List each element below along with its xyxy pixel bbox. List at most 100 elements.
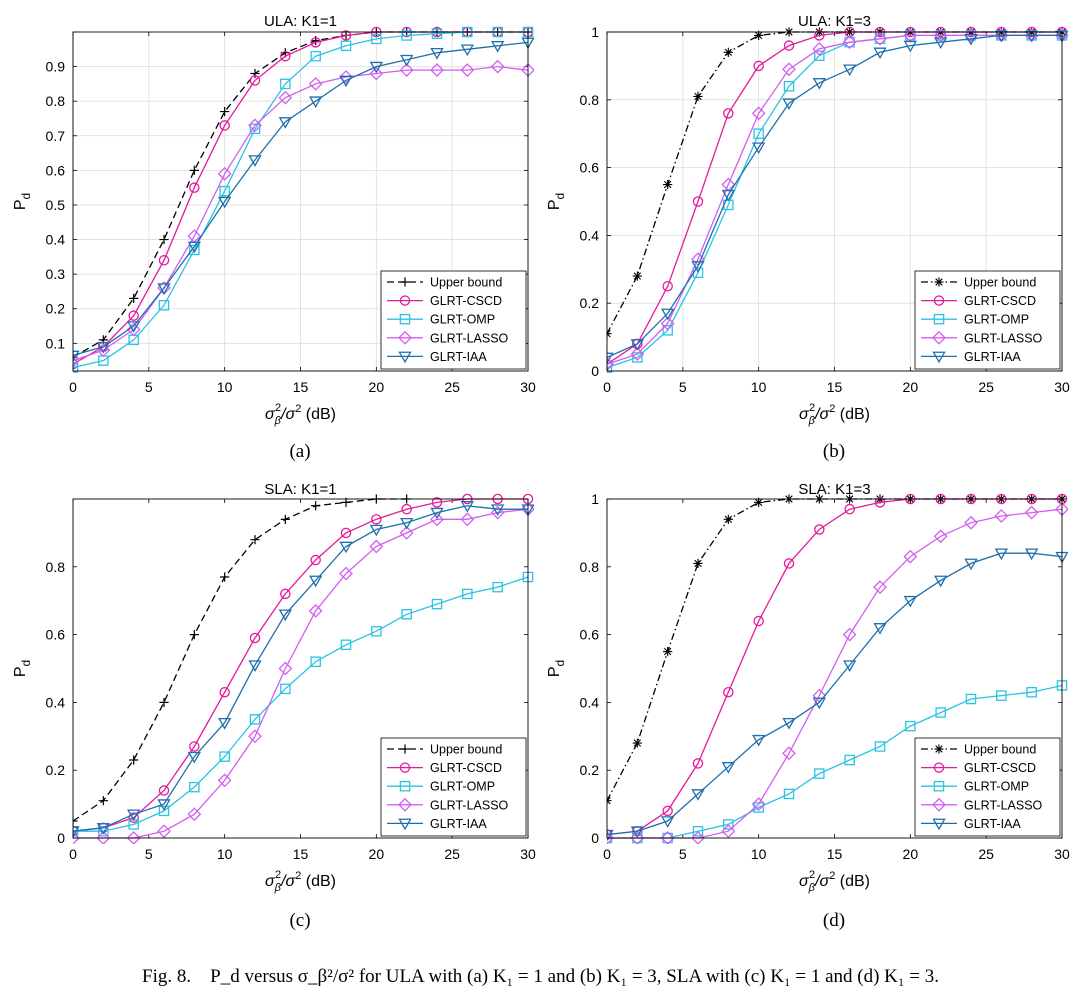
x-tick-label: 5 xyxy=(145,846,153,862)
marker-triangle xyxy=(782,717,796,730)
marker-triangle xyxy=(691,261,705,273)
marker-triangle xyxy=(278,609,292,622)
marker-square xyxy=(814,768,825,779)
series-line-glrt-lasso xyxy=(607,34,1062,365)
marker-square xyxy=(874,741,886,752)
y-tick-label: 0.7 xyxy=(46,128,66,144)
y-tick-label: 0.8 xyxy=(46,559,66,575)
legend-label: Upper bound xyxy=(430,743,502,757)
marker-triangle xyxy=(339,75,353,88)
y-tick-label: 0.6 xyxy=(580,627,600,643)
chart-title: SLA: K1=1 xyxy=(264,481,336,498)
x-tick-label: 25 xyxy=(978,379,994,395)
marker-triangle xyxy=(752,734,766,747)
legend-label: GLRT-CSCD xyxy=(964,294,1036,308)
series-line-glrt-iaa xyxy=(73,41,529,357)
marker-square xyxy=(783,788,795,800)
marker-triangle xyxy=(400,517,414,530)
marker-triangle xyxy=(721,762,735,774)
marker-diamond xyxy=(490,59,505,74)
marker-square xyxy=(814,50,825,61)
marker-circle xyxy=(219,120,230,131)
marker-plus xyxy=(129,293,139,303)
marker-triangle xyxy=(339,541,353,554)
y-tick-label: 1 xyxy=(591,24,599,40)
marker-triangle xyxy=(460,500,474,513)
marker-circle xyxy=(874,497,886,508)
x-tick-label: 5 xyxy=(679,846,687,862)
marker-plus xyxy=(250,68,260,79)
marker-square xyxy=(310,656,321,667)
marker-triangle xyxy=(964,558,978,571)
axes-box xyxy=(606,498,1063,839)
marker-triangle xyxy=(218,196,232,209)
marker-triangle xyxy=(1055,30,1068,43)
marker-square xyxy=(844,754,855,766)
marker-square xyxy=(431,28,443,39)
marker-triangle xyxy=(661,816,675,828)
legend-label: GLRT-OMP xyxy=(964,780,1029,794)
marker-diamond xyxy=(460,63,475,77)
marker-square xyxy=(692,825,704,837)
series-line-glrt-lasso xyxy=(73,508,529,839)
marker-asterisk xyxy=(632,271,642,281)
marker-diamond xyxy=(660,316,675,331)
marker-asterisk xyxy=(754,30,764,40)
marker-circle xyxy=(189,182,200,193)
marker-triangle xyxy=(873,623,887,635)
marker-diamond xyxy=(460,512,475,527)
series-line-glrt-iaa xyxy=(607,552,1063,836)
subfigure-label: (b) xyxy=(823,441,845,462)
series-line-glrt-iaa xyxy=(73,505,528,832)
marker-circle xyxy=(662,805,673,817)
legend-label: GLRT-OMP xyxy=(964,313,1029,327)
x-tick-label: 15 xyxy=(827,379,843,395)
marker-square xyxy=(933,313,945,325)
legend: Upper bound GLRT-CSCD GLRT-OMP GLRT-LASSO GL… xyxy=(914,737,1061,837)
axes-box xyxy=(72,31,529,372)
x-tick-label: 5 xyxy=(145,379,153,395)
marker-triangle xyxy=(661,308,675,321)
marker-plus xyxy=(280,514,290,524)
marker-triangle xyxy=(430,47,444,60)
marker-square xyxy=(371,33,382,45)
x-tick-label: 0 xyxy=(603,846,611,862)
y-tick-label: 0.8 xyxy=(580,559,600,575)
marker-diamond xyxy=(964,28,978,43)
marker-circle xyxy=(340,30,352,41)
marker-square xyxy=(280,683,291,695)
marker-plus xyxy=(220,572,230,582)
marker-triangle xyxy=(369,61,383,74)
x-tick-label: 20 xyxy=(903,379,919,395)
marker-diamond xyxy=(398,797,412,812)
marker-circle xyxy=(249,75,261,86)
y-tick-label: 0.8 xyxy=(580,92,600,108)
marker-triangle xyxy=(964,33,978,46)
marker-triangle xyxy=(73,826,80,839)
marker-diamond xyxy=(873,31,887,46)
marker-circle xyxy=(783,40,795,51)
marker-diamond xyxy=(398,330,412,345)
legend: Upper bound GLRT-CSCD GLRT-OMP GLRT-LASSO GL… xyxy=(380,270,527,370)
marker-circle xyxy=(189,741,200,752)
marker-circle xyxy=(662,280,673,292)
marker-diamond xyxy=(932,797,946,812)
marker-diamond xyxy=(842,35,857,50)
marker-diamond xyxy=(721,824,736,839)
figure-caption: Fig. 8. P_d versus σ_β²/σ² for ULA with … xyxy=(0,966,1081,988)
marker-square xyxy=(280,78,291,90)
marker-diamond xyxy=(399,63,414,77)
marker-triangle xyxy=(187,241,201,254)
x-tick-label: 15 xyxy=(827,846,843,862)
x-tick-label: 10 xyxy=(217,379,233,395)
marker-circle xyxy=(158,785,170,796)
marker-plus xyxy=(250,535,260,545)
marker-diamond xyxy=(607,831,614,844)
series-line-glrt-iaa xyxy=(607,34,1062,358)
series-layer xyxy=(73,493,534,844)
marker-diamond xyxy=(933,529,948,544)
marker-triangle xyxy=(607,352,614,365)
marker-plus xyxy=(98,796,108,806)
marker-square xyxy=(662,325,673,336)
series-line-upper-bound xyxy=(73,498,407,822)
